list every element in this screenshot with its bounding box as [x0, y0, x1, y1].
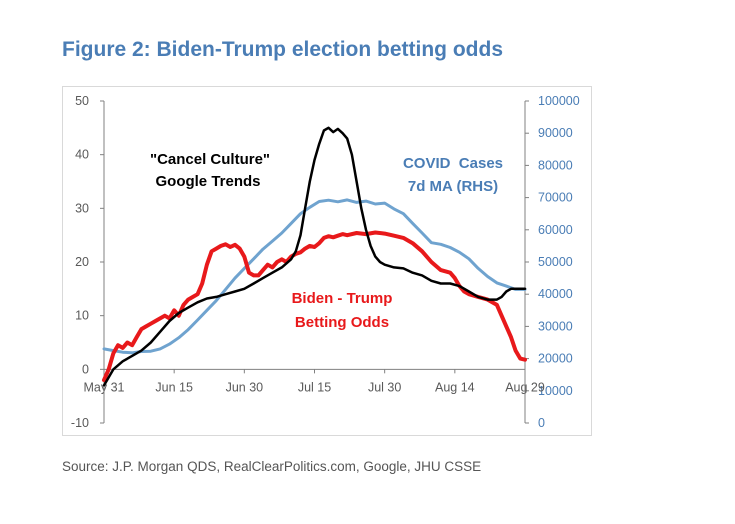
left-tick-label: 10: [75, 309, 89, 323]
right-tick-label: 60000: [538, 223, 573, 237]
annotation-covid-line1: COVID Cases: [403, 155, 503, 172]
right-tick-label: 10000: [538, 384, 573, 398]
right-axis-ticks: 0 10000 20000 30000 40000 50000 60000 70000 8000…: [525, 94, 580, 430]
source-note: Source: J.P. Morgan QDS, RealClearPoliti…: [62, 459, 482, 474]
right-tick-label: 20000: [538, 352, 573, 366]
chart-frame: [62, 86, 592, 436]
series-line-betting: [102, 230, 527, 383]
x-axis-ticks: May 31 Jun 15 Jun 30 Jul 15 Jul 30 Aug 14 Aug …: [84, 369, 545, 394]
annotation-cancel-culture-line1: "Cancel Culture": [150, 151, 270, 168]
annotation-betting-line2: Betting Odds: [295, 314, 389, 331]
right-tick-label: 30000: [538, 319, 573, 333]
x-tick-label: Jun 30: [226, 380, 264, 394]
axes: [103, 101, 526, 423]
left-tick-label: 0: [82, 362, 89, 376]
series-line-cancel: [102, 126, 527, 387]
series-line-covid: [102, 198, 527, 355]
left-tick-label: 30: [75, 201, 89, 215]
left-tick-label: 50: [75, 94, 89, 108]
annotation-betting-line1: Biden - Trump: [292, 290, 393, 307]
right-tick-label: 100000: [538, 94, 580, 108]
left-tick-label: 40: [75, 148, 89, 162]
x-tick-label: Jul 15: [298, 380, 331, 394]
annotation-covid-line2: 7d MA (RHS): [408, 178, 498, 195]
series-lines: [102, 126, 527, 387]
left-tick-label: 20: [75, 255, 89, 269]
left-tick-label: -10: [71, 416, 89, 430]
annotation-cancel-culture-line2: Google Trends: [155, 173, 260, 190]
figure-title: Figure 2: Biden-Trump election betting o…: [62, 38, 504, 61]
x-tick-label: Jun 15: [155, 380, 193, 394]
right-tick-label: 0: [538, 416, 545, 430]
left-axis-ticks: -10 0 10 20 30 40 50: [71, 94, 104, 430]
right-tick-label: 80000: [538, 158, 573, 172]
right-tick-label: 50000: [538, 255, 573, 269]
right-tick-label: 70000: [538, 191, 573, 205]
right-tick-label: 90000: [538, 126, 573, 140]
x-tick-label: Aug 14: [435, 380, 475, 394]
x-tick-label: Jul 30: [368, 380, 401, 394]
right-tick-label: 40000: [538, 287, 573, 301]
